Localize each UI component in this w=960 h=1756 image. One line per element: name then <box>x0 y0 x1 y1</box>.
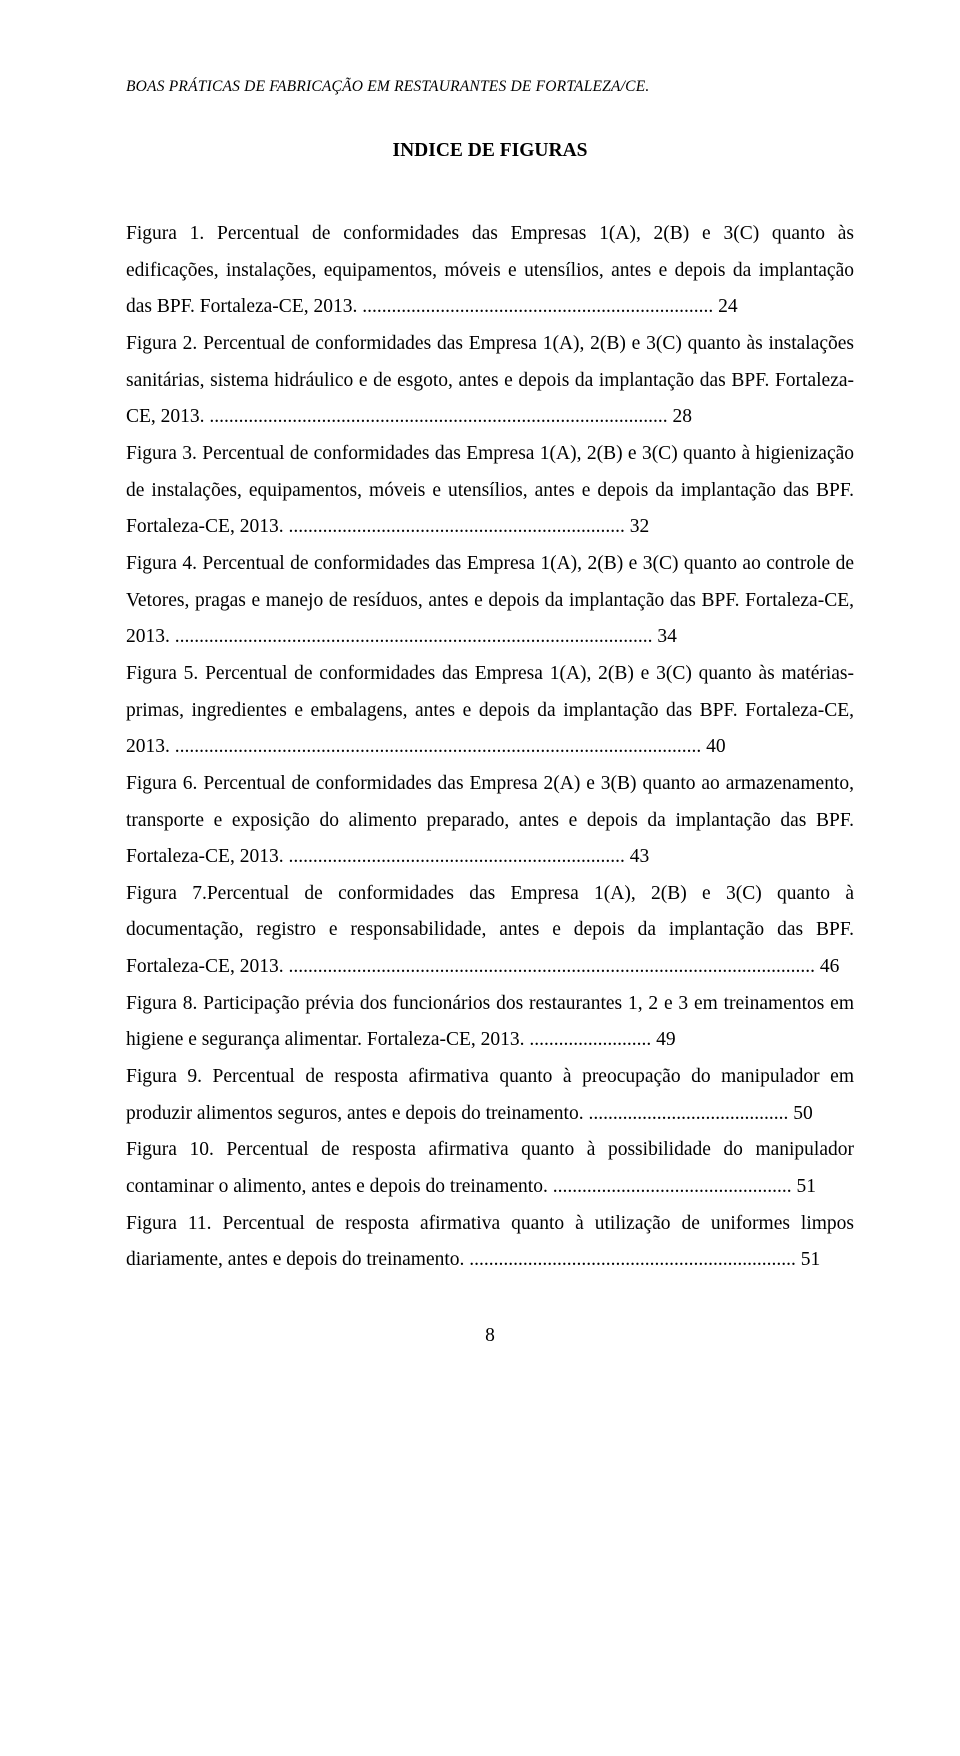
list-item: Figura 5. Percentual de conformidades da… <box>126 656 854 766</box>
figure-index-list: Figura 1. Percentual de conformidades da… <box>126 216 854 1279</box>
page-number: 8 <box>126 1325 854 1347</box>
list-item: Figura 6. Percentual de conformidades da… <box>126 766 854 876</box>
list-item: Figura 1. Percentual de conformidades da… <box>126 216 854 326</box>
list-item: Figura 7.Percentual de conformidades das… <box>126 876 854 986</box>
list-item: Figura 3. Percentual de conformidades da… <box>126 436 854 546</box>
list-item: Figura 11. Percentual de resposta afirma… <box>126 1206 854 1279</box>
running-head: BOAS PRÁTICAS DE FABRICAÇÃO EM RESTAURAN… <box>126 78 854 96</box>
list-item: Figura 4. Percentual de conformidades da… <box>126 546 854 656</box>
list-item: Figura 2. Percentual de conformidades da… <box>126 326 854 436</box>
section-title: INDICE DE FIGURAS <box>126 140 854 162</box>
list-item: Figura 9. Percentual de resposta afirmat… <box>126 1059 854 1132</box>
list-item: Figura 8. Participação prévia dos funcio… <box>126 986 854 1059</box>
list-item: Figura 10. Percentual de resposta afirma… <box>126 1132 854 1205</box>
